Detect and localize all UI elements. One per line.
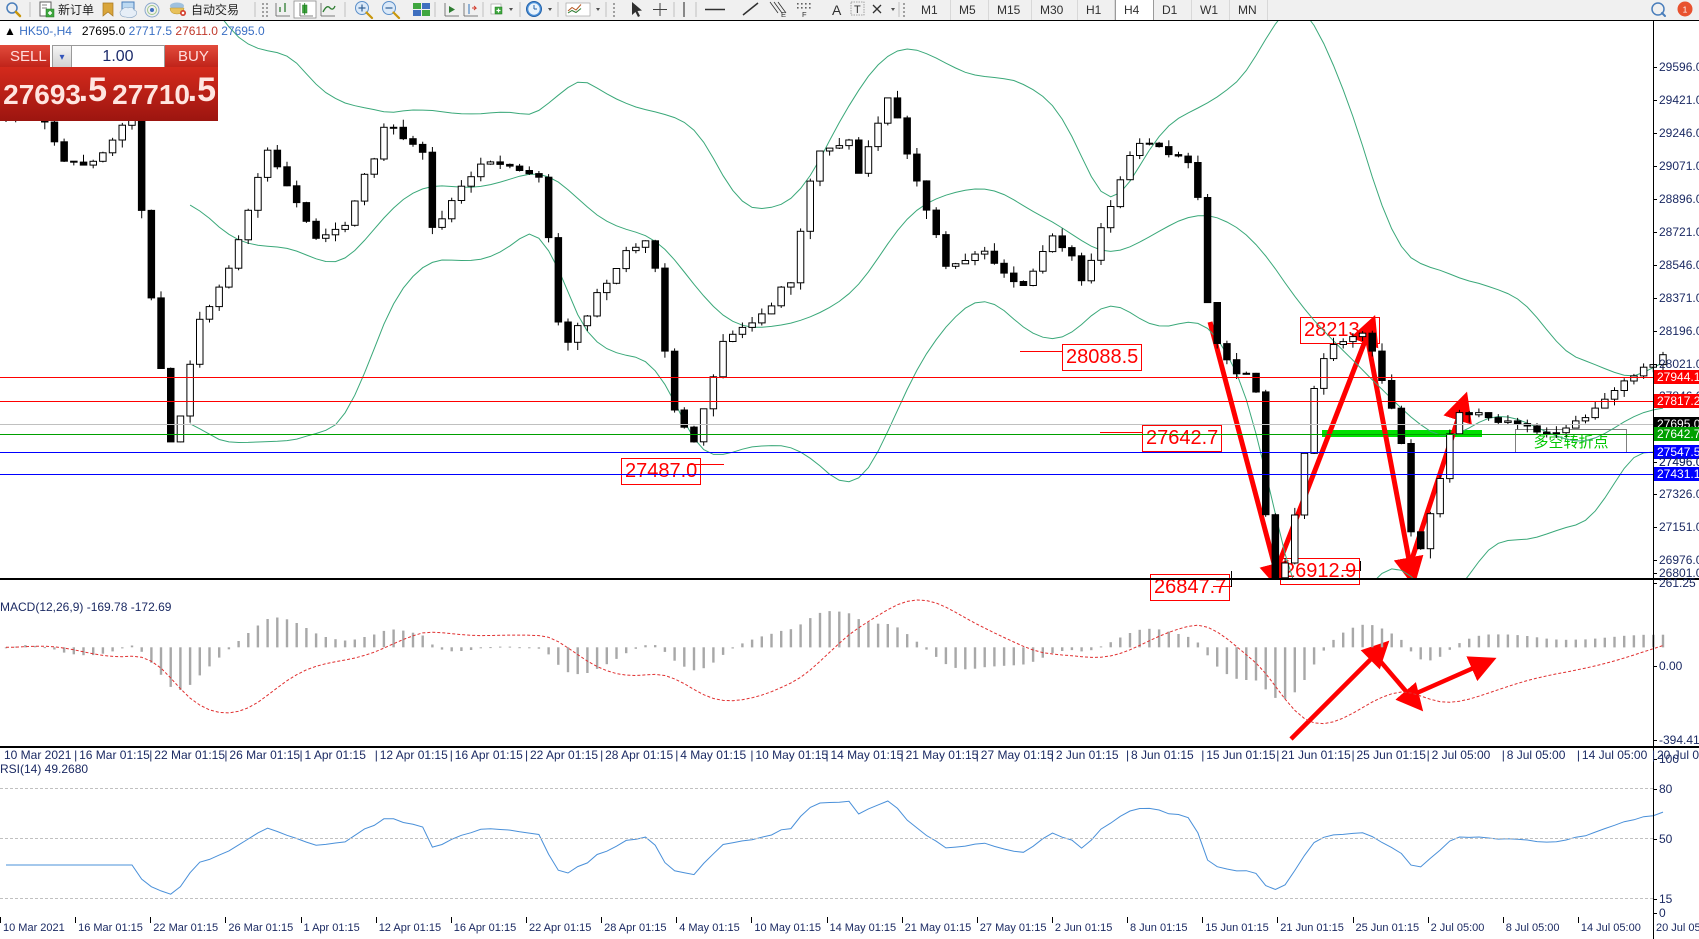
svg-text:1: 1: [1683, 5, 1688, 15]
svg-text:F: F: [802, 10, 807, 19]
svg-text:T: T: [854, 4, 861, 16]
svg-text:A: A: [832, 2, 842, 18]
svg-text:新订单: 新订单: [58, 2, 94, 17]
svg-text:自动交易: 自动交易: [191, 2, 239, 17]
svg-text:E: E: [781, 10, 786, 19]
